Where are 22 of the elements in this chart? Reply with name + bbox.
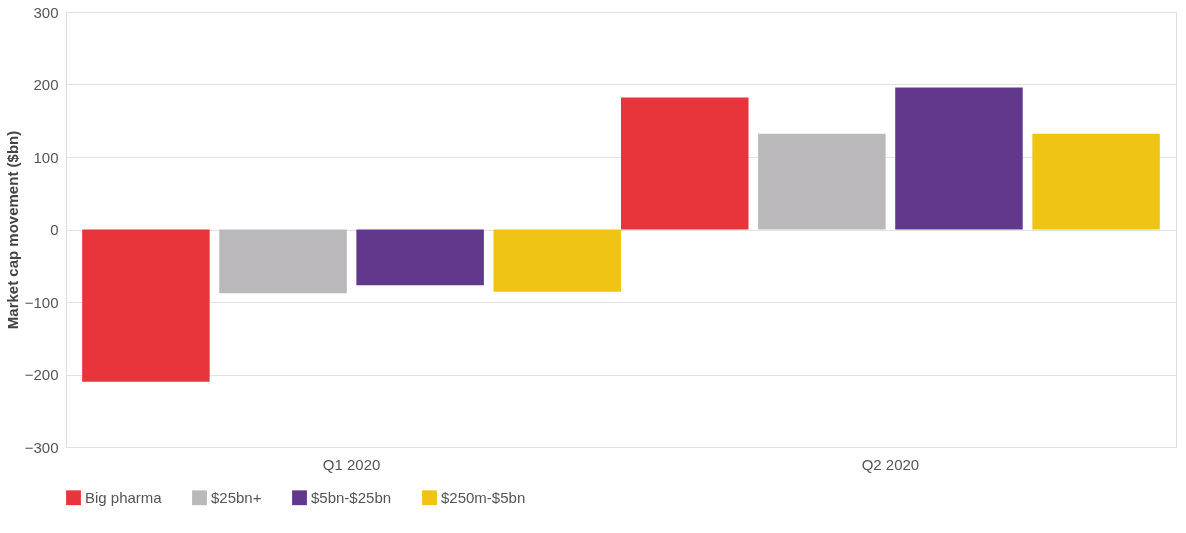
legend-label: $250m-$5bn [441,488,526,506]
y-tick-label: −100 [24,293,59,311]
legend-label: $5bn-$25bn [311,488,392,506]
y-tick-label: 300 [33,3,59,21]
y-tick-label: 200 [33,76,59,93]
x-tick-label: Q1 2020 [322,455,381,473]
legend-label: $25bn+ [211,488,262,506]
y-tick-label: 0 [50,221,59,238]
bar [356,229,484,286]
y-tick-label: −300 [24,438,59,456]
x-tick-label: Q2 2020 [861,455,920,473]
legend-label: Big pharma [85,488,163,506]
y-axis-title: Market cap movement ($bn) [3,130,21,330]
bar [82,229,210,382]
bar [1032,133,1160,230]
bar [493,229,621,292]
bar [621,97,749,230]
bar [895,87,1023,230]
bar [219,229,347,294]
bar [758,133,886,230]
y-tick-label: −200 [24,366,59,383]
y-tick-label: 100 [33,148,59,166]
